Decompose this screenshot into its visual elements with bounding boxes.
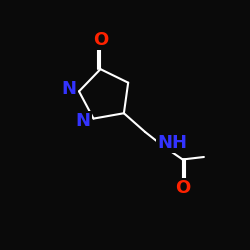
Text: N: N <box>76 112 90 130</box>
Text: NH: NH <box>157 134 187 152</box>
Text: O: O <box>175 179 190 197</box>
Text: N: N <box>61 80 76 98</box>
Text: O: O <box>93 31 108 49</box>
